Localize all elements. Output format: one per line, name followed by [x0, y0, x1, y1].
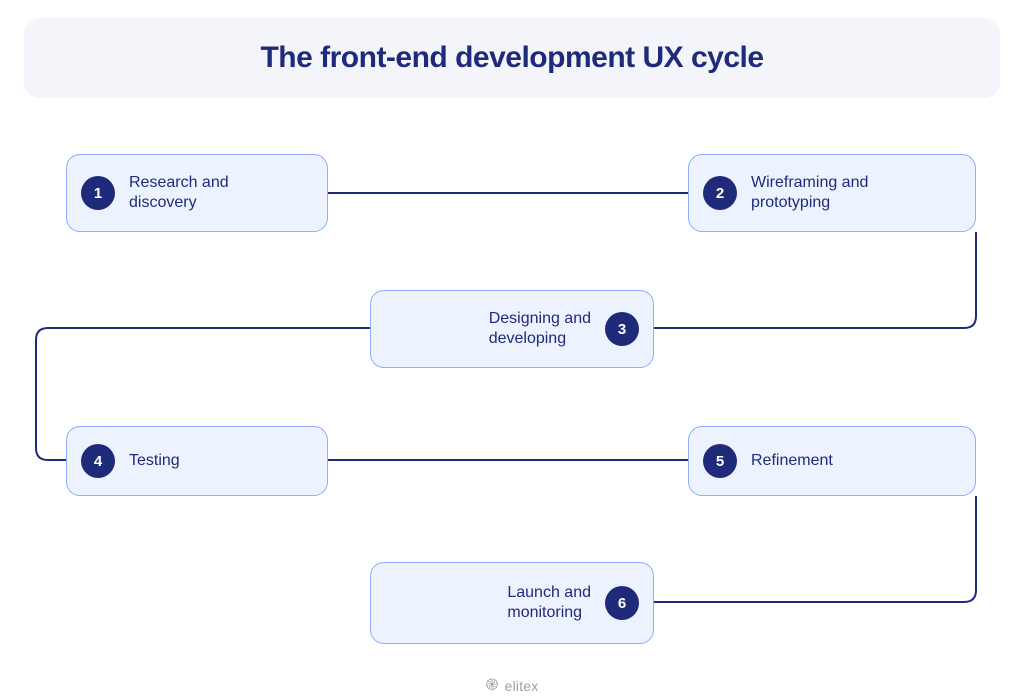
step-badge-3: 3 [605, 312, 639, 346]
watermark: ֎ elitex [0, 678, 1024, 694]
step-label-4: Testing [129, 451, 180, 471]
step-badge-5: 5 [703, 444, 737, 478]
step-box-1: 1 Research anddiscovery [66, 154, 328, 232]
watermark-text: elitex [505, 678, 539, 694]
watermark-icon: ֎ [486, 678, 499, 694]
step-label-5: Refinement [751, 451, 833, 471]
step-box-2: 2 Wireframing andprototyping [688, 154, 976, 232]
step-badge-2: 2 [703, 176, 737, 210]
step-badge-6: 6 [605, 586, 639, 620]
diagram-title: The front-end development UX cycle [260, 41, 763, 75]
step-box-3: Designing anddeveloping 3 [370, 290, 654, 368]
connector-5 [654, 496, 976, 602]
step-label-3: Designing anddeveloping [489, 309, 591, 349]
step-label-1: Research anddiscovery [129, 173, 229, 213]
step-box-5: 5 Refinement [688, 426, 976, 496]
connector-2 [654, 232, 976, 328]
step-badge-1: 1 [81, 176, 115, 210]
step-box-4: 4 Testing [66, 426, 328, 496]
step-box-6: Launch andmonitoring 6 [370, 562, 654, 644]
step-label-6: Launch andmonitoring [507, 583, 591, 623]
diagram-title-bar: The front-end development UX cycle [24, 18, 1000, 98]
diagram-canvas: The front-end development UX cycle 1 Rese… [0, 0, 1024, 700]
step-badge-4: 4 [81, 444, 115, 478]
step-label-2: Wireframing andprototyping [751, 173, 868, 213]
